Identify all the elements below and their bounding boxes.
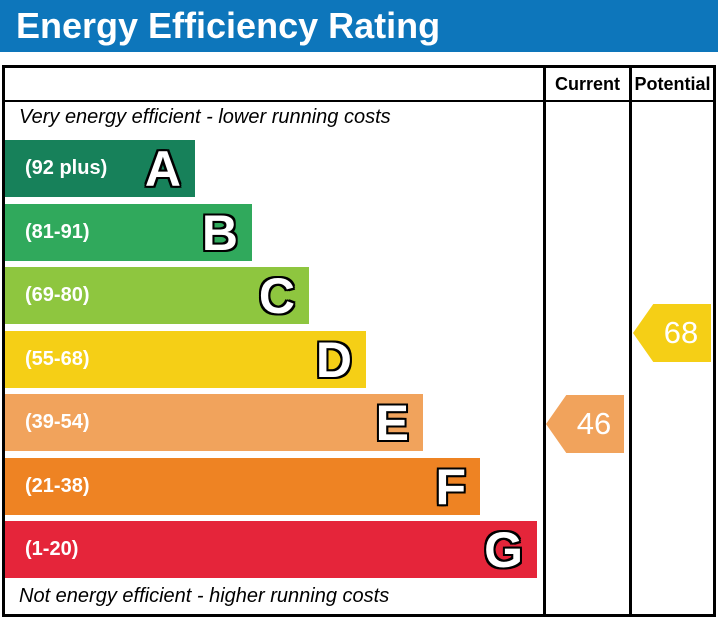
- band-f: (21-38) F: [5, 458, 480, 515]
- band-range-label: (21-38): [25, 475, 90, 497]
- current-rating-value: 46: [576, 406, 612, 441]
- band-a: (92 plus) A: [5, 140, 195, 197]
- potential-column-header: Potential: [634, 73, 711, 94]
- page-title: Energy Efficiency Rating: [16, 5, 441, 46]
- band-d: (55-68) D: [5, 331, 366, 388]
- potential-rating-value: 68: [663, 315, 699, 350]
- current-rating-marker: 46: [546, 395, 624, 453]
- band-g: (1-20) G: [5, 521, 537, 578]
- band-c: (69-80) C: [5, 267, 309, 324]
- band-letter: C: [258, 267, 295, 324]
- bottom-note: Not energy efficient - higher running co…: [19, 585, 390, 607]
- band-range-label: (92 plus): [25, 157, 108, 179]
- band-range-label: (81-91): [25, 221, 90, 243]
- potential-column-divider: [629, 68, 632, 614]
- top-note: Very energy efficient - lower running co…: [19, 106, 391, 128]
- band-letter: B: [201, 204, 238, 261]
- current-column-header: Current: [554, 73, 620, 94]
- band-letter: A: [144, 140, 181, 197]
- band-letter: D: [315, 331, 352, 388]
- title-bar: Energy Efficiency Rating: [0, 0, 718, 52]
- band-letter: E: [375, 394, 409, 451]
- band-range-label: (55-68): [25, 348, 90, 370]
- band-e: (39-54) E: [5, 394, 423, 451]
- header-row-divider: [5, 100, 713, 102]
- band-range-label: (69-80): [25, 284, 90, 306]
- band-letter: F: [435, 458, 466, 515]
- band-range-label: (39-54): [25, 411, 90, 433]
- current-column-divider: [543, 68, 546, 614]
- band-b: (81-91) B: [5, 204, 252, 261]
- band-letter: G: [484, 521, 523, 578]
- band-range-label: (1-20): [25, 538, 79, 560]
- potential-rating-marker: 68: [633, 304, 711, 362]
- rating-table: Current Potential Very energy efficient …: [2, 65, 716, 617]
